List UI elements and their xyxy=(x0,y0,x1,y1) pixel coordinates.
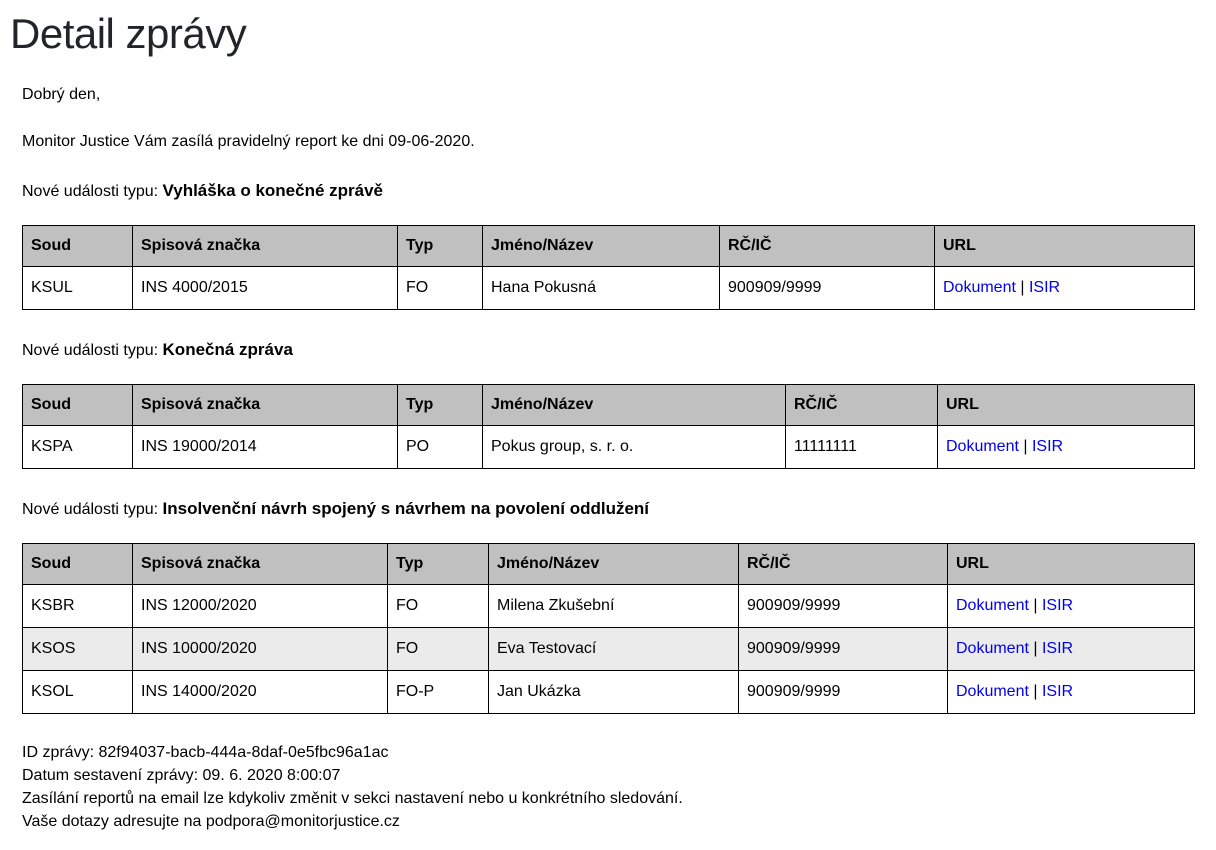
cell-jmeno-nazev: Pokus group, s. r. o. xyxy=(482,425,786,469)
link-separator: | xyxy=(1015,279,1029,296)
column-header-url: URL xyxy=(947,543,1195,585)
intro-text: Monitor Justice Vám zasílá pravidelný re… xyxy=(22,133,475,150)
column-header-spisova-znacka: Spisová značka xyxy=(132,543,388,585)
table-header-row: Soud Spisová značka Typ Jméno/Název RČ/I… xyxy=(22,543,1195,585)
section-label: Nové události typu: Vyhláška o konečné z… xyxy=(22,181,1194,201)
cell-rc-ic: 900909/9999 xyxy=(738,627,948,671)
column-header-rc-ic: RČ/IČ xyxy=(738,543,948,585)
cell-spisova-znacka: INS 19000/2014 xyxy=(132,425,398,469)
column-header-soud: Soud xyxy=(22,384,133,426)
footer-message-id: ID zprávy: 82f94037-bacb-444a-8daf-0e5fb… xyxy=(22,744,389,761)
cell-jmeno-nazev: Jan Ukázka xyxy=(488,670,739,714)
table-header-row: Soud Spisová značka Typ Jméno/Název RČ/I… xyxy=(22,384,1195,426)
cell-soud: KSOL xyxy=(22,670,133,714)
cell-url: Dokument | ISIR xyxy=(947,627,1195,671)
cell-typ: FO-P xyxy=(387,670,489,714)
column-header-rc-ic: RČ/IČ xyxy=(719,225,935,267)
link-separator: | xyxy=(1018,438,1032,455)
cell-spisova-znacka: INS 10000/2020 xyxy=(132,627,388,671)
dokument-link[interactable]: Dokument xyxy=(956,683,1029,700)
cell-typ: FO xyxy=(387,584,489,628)
events-table-insolvencni-navrh: Soud Spisová značka Typ Jméno/Název RČ/I… xyxy=(22,543,1195,714)
cell-soud: KSBR xyxy=(22,584,133,628)
event-type-name: Insolvenční návrh spojený s návrhem na p… xyxy=(162,499,650,518)
column-header-jmeno-nazev: Jméno/Název xyxy=(482,384,786,426)
column-header-spisova-znacka: Spisová značka xyxy=(132,225,398,267)
cell-url: Dokument | ISIR xyxy=(937,425,1195,469)
link-separator: | xyxy=(1028,597,1042,614)
table-row: KSOL INS 14000/2020 FO-P Jan Ukázka 9009… xyxy=(22,670,1195,714)
events-table-konecna-zprava: Soud Spisová značka Typ Jméno/Název RČ/I… xyxy=(22,384,1195,469)
footer-report-datetime: Datum sestavení zprávy: 09. 6. 2020 8:00… xyxy=(22,767,341,784)
dokument-link[interactable]: Dokument xyxy=(956,640,1029,657)
cell-soud: KSPA xyxy=(22,425,133,469)
table-row: KSPA INS 19000/2014 PO Pokus group, s. r… xyxy=(22,425,1195,469)
column-header-url: URL xyxy=(934,225,1195,267)
event-type-name: Vyhláška o konečné zprávě xyxy=(162,181,384,200)
column-header-jmeno-nazev: Jméno/Název xyxy=(488,543,739,585)
cell-url: Dokument | ISIR xyxy=(934,266,1195,310)
greeting-text: Dobrý den, xyxy=(22,86,101,103)
page-title: Detail zprávy xyxy=(10,10,247,57)
footer-support-contact: Vaše dotazy adresujte na podpora@monitor… xyxy=(22,813,400,830)
cell-url: Dokument | ISIR xyxy=(947,584,1195,628)
event-section-konecna-zprava: Nové události typu: Konečná zpráva Soud … xyxy=(22,340,1195,469)
table-header-row: Soud Spisová značka Typ Jméno/Název RČ/I… xyxy=(22,225,1195,267)
column-header-spisova-znacka: Spisová značka xyxy=(132,384,398,426)
isir-link[interactable]: ISIR xyxy=(1031,438,1064,455)
column-header-url: URL xyxy=(937,384,1195,426)
section-label-prefix: Nové události typu: xyxy=(22,501,159,518)
column-header-typ: Typ xyxy=(397,225,483,267)
link-separator: | xyxy=(1028,683,1042,700)
footer-settings-note: Zasílání reportů na email lze kdykoliv z… xyxy=(22,790,683,807)
table-row: KSBR INS 12000/2020 FO Milena Zkušební 9… xyxy=(22,584,1195,628)
column-header-soud: Soud xyxy=(22,225,133,267)
event-section-vyhlaska: Nové události typu: Vyhláška o konečné z… xyxy=(22,181,1195,310)
cell-jmeno-nazev: Eva Testovací xyxy=(488,627,739,671)
column-header-typ: Typ xyxy=(397,384,483,426)
cell-typ: FO xyxy=(387,627,489,671)
column-header-soud: Soud xyxy=(22,543,133,585)
section-label: Nové události typu: Insolvenční návrh sp… xyxy=(22,499,1194,519)
events-table-vyhlaska: Soud Spisová značka Typ Jméno/Název RČ/I… xyxy=(22,225,1195,310)
link-separator: | xyxy=(1028,640,1042,657)
cell-spisova-znacka: INS 14000/2020 xyxy=(132,670,388,714)
table-row: KSUL INS 4000/2015 FO Hana Pokusná 90090… xyxy=(22,266,1195,310)
section-label-prefix: Nové události typu: xyxy=(22,183,159,200)
dokument-link[interactable]: Dokument xyxy=(946,438,1019,455)
cell-soud: KSOS xyxy=(22,627,133,671)
cell-spisova-znacka: INS 12000/2020 xyxy=(132,584,388,628)
cell-jmeno-nazev: Milena Zkušební xyxy=(488,584,739,628)
dokument-link[interactable]: Dokument xyxy=(943,279,1016,296)
cell-url: Dokument | ISIR xyxy=(947,670,1195,714)
cell-typ: FO xyxy=(397,266,483,310)
isir-link[interactable]: ISIR xyxy=(1041,640,1074,657)
event-section-insolvencni-navrh: Nové události typu: Insolvenční návrh sp… xyxy=(22,499,1195,714)
table-row: KSOS INS 10000/2020 FO Eva Testovací 900… xyxy=(22,627,1195,671)
column-header-rc-ic: RČ/IČ xyxy=(785,384,938,426)
cell-jmeno-nazev: Hana Pokusná xyxy=(482,266,720,310)
column-header-typ: Typ xyxy=(387,543,489,585)
section-label: Nové události typu: Konečná zpráva xyxy=(22,340,1194,360)
isir-link[interactable]: ISIR xyxy=(1041,683,1074,700)
cell-rc-ic: 900909/9999 xyxy=(738,670,948,714)
cell-soud: KSUL xyxy=(22,266,133,310)
cell-rc-ic: 900909/9999 xyxy=(719,266,935,310)
section-label-prefix: Nové události typu: xyxy=(22,342,159,359)
cell-rc-ic: 900909/9999 xyxy=(738,584,948,628)
isir-link[interactable]: ISIR xyxy=(1041,597,1074,614)
footer: ID zprávy: 82f94037-bacb-444a-8daf-0e5fb… xyxy=(22,741,1194,833)
isir-link[interactable]: ISIR xyxy=(1028,279,1061,296)
cell-spisova-znacka: INS 4000/2015 xyxy=(132,266,398,310)
dokument-link[interactable]: Dokument xyxy=(956,597,1029,614)
cell-typ: PO xyxy=(397,425,483,469)
cell-rc-ic: 11111111 xyxy=(785,425,938,469)
column-header-jmeno-nazev: Jméno/Název xyxy=(482,225,720,267)
event-type-name: Konečná zpráva xyxy=(162,340,293,359)
